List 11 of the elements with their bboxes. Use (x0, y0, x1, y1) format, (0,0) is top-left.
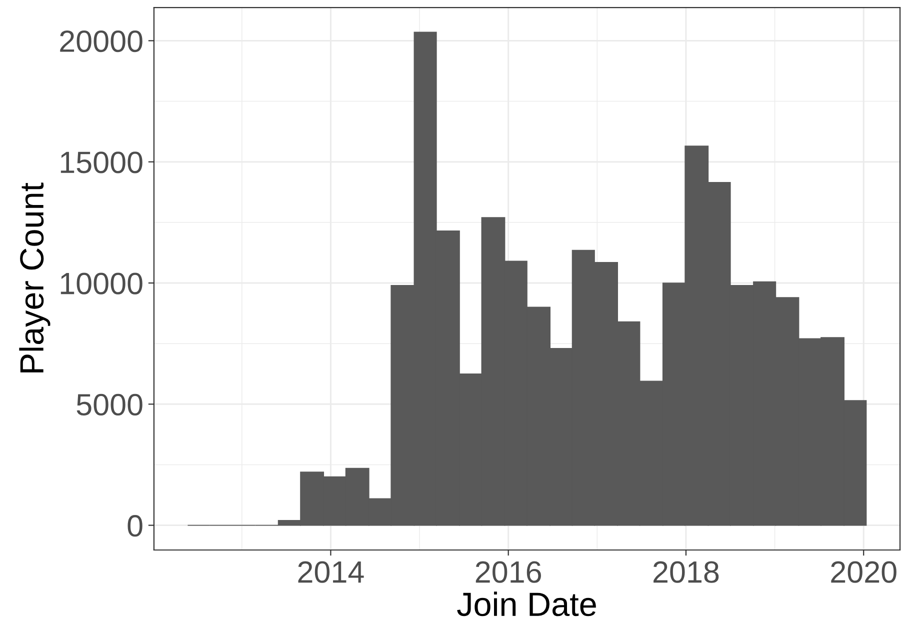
y-tick-label: 10000 (60, 272, 142, 294)
y-tick-label: 20000 (60, 30, 142, 52)
x-tick-label: 2020 (831, 561, 896, 583)
y-axis-title: Player Count (19, 182, 50, 372)
x-axis-title: Join Date (457, 592, 596, 616)
x-tick-label: 2016 (476, 561, 541, 583)
y-tick-label: 15000 (60, 152, 142, 174)
y-tick-label: 5000 (76, 394, 142, 416)
x-tick-label: 2018 (654, 561, 719, 583)
y-tick-label: 0 (128, 515, 142, 537)
x-tick-label: 2014 (298, 561, 364, 583)
